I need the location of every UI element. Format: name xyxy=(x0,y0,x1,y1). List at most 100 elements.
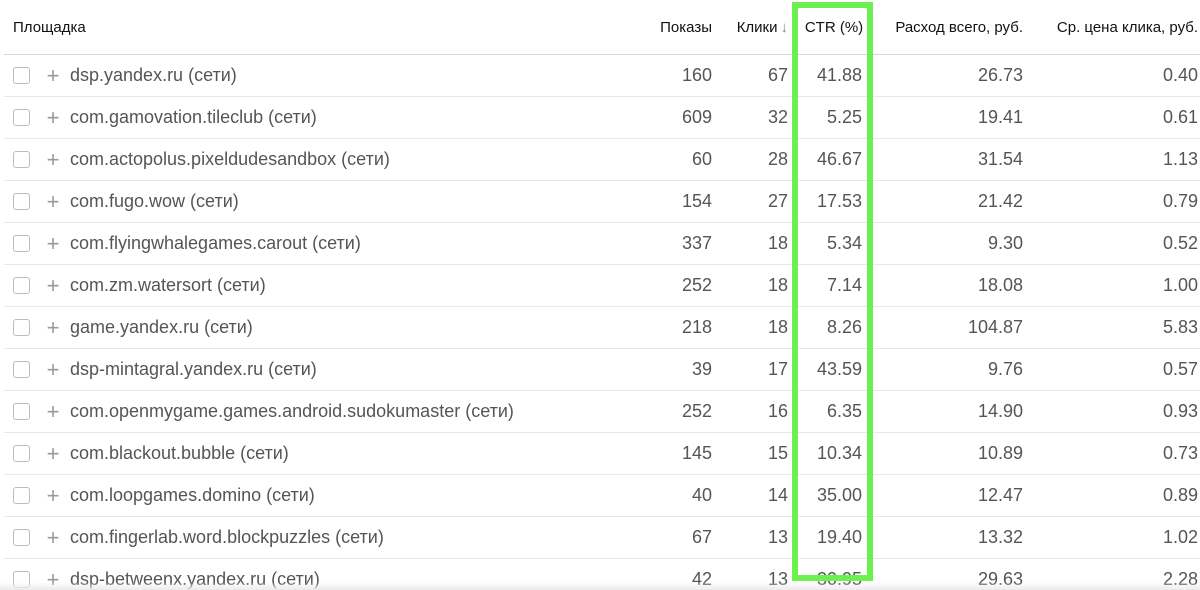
table-row[interactable]: + dsp.yandex.ru (сети) 160 67 41.88 26.73 0.40 xyxy=(4,54,1200,97)
plus-icon[interactable]: + xyxy=(46,440,60,466)
platform-name: com.flyingwhalegames.carout (сети) xyxy=(70,233,361,254)
cost-cell: 13.32 xyxy=(874,516,1029,559)
table-row[interactable]: + com.loopgames.domino (сети) 40 14 35.00 12.… xyxy=(4,474,1200,517)
ctr-cell: 41.88 xyxy=(794,54,874,97)
column-header-avg-cpc-label: Ср. цена клика, руб. xyxy=(1056,18,1198,36)
table-row[interactable]: + game.yandex.ru (сети) 218 18 8.26 104.87 5.8… xyxy=(4,306,1200,349)
table-row[interactable]: + dsp-betweenx.yandex.ru (сети) 42 13 30.95 2… xyxy=(4,558,1200,590)
column-header-shows-label: Показы xyxy=(660,18,712,36)
ctr-cell: 46.67 xyxy=(794,138,874,181)
table-row[interactable]: + com.actopolus.pixeldudesandbox (сети) 60… xyxy=(4,138,1200,181)
platform-name: com.zm.watersort (сети) xyxy=(70,275,266,296)
row-checkbox[interactable] xyxy=(13,571,30,589)
plus-icon[interactable]: + xyxy=(46,272,60,298)
table-row[interactable]: + dsp-mintagral.yandex.ru (сети) 39 17 43.59… xyxy=(4,348,1200,391)
shows-cell: 154 xyxy=(634,180,718,223)
plus-icon[interactable]: + xyxy=(46,356,60,382)
column-header-platform-label: Площадка xyxy=(13,18,86,36)
table-row[interactable]: + com.flyingwhalegames.carout (сети) 337 18… xyxy=(4,222,1200,265)
platform-cell: + dsp.yandex.ru (сети) xyxy=(4,54,634,97)
table-row[interactable]: + com.blackout.bubble (сети) 145 15 10.34 10.… xyxy=(4,432,1200,475)
column-header-cost[interactable]: Расход всего, руб. xyxy=(874,0,1029,55)
plus-icon[interactable]: + xyxy=(46,314,60,340)
plus-icon[interactable]: + xyxy=(46,146,60,172)
ctr-cell: 7.14 xyxy=(794,264,874,307)
platform-cell: + com.fugo.wow (сети) xyxy=(4,180,634,223)
table-row[interactable]: + com.zm.watersort (сети) 252 18 7.14 18.08 1.… xyxy=(4,264,1200,307)
column-header-ctr-label: CTR (%) xyxy=(804,18,864,36)
avg-cpc-cell: 0.89 xyxy=(1029,474,1200,517)
row-checkbox[interactable] xyxy=(13,151,30,169)
column-header-platform[interactable]: Площадка xyxy=(4,0,634,55)
cost-cell: 10.89 xyxy=(874,432,1029,475)
platform-name: com.fugo.wow (сети) xyxy=(70,191,239,212)
platforms-table: Площадка Показы Клики ↓ CTR (%) Расход вс… xyxy=(4,0,1200,590)
row-checkbox[interactable] xyxy=(13,403,30,421)
platform-cell: + dsp-betweenx.yandex.ru (сети) xyxy=(4,558,634,590)
cost-cell: 19.41 xyxy=(874,96,1029,139)
plus-icon[interactable]: + xyxy=(46,104,60,130)
column-header-clicks[interactable]: Клики ↓ xyxy=(718,0,794,55)
cost-cell: 31.54 xyxy=(874,138,1029,181)
column-header-shows[interactable]: Показы xyxy=(634,0,718,55)
plus-icon[interactable]: + xyxy=(46,230,60,256)
table-row[interactable]: + com.gamovation.tileclub (сети) 609 32 5.25… xyxy=(4,96,1200,139)
ctr-cell: 30.95 xyxy=(794,558,874,590)
avg-cpc-cell: 2.28 xyxy=(1029,558,1200,590)
plus-icon[interactable]: + xyxy=(46,566,60,590)
platform-name: com.fingerlab.word.blockpuzzles (сети) xyxy=(70,527,384,548)
platform-cell: + com.zm.watersort (сети) xyxy=(4,264,634,307)
avg-cpc-cell: 0.57 xyxy=(1029,348,1200,391)
platform-name: dsp-betweenx.yandex.ru (сети) xyxy=(70,569,320,590)
shows-cell: 145 xyxy=(634,432,718,475)
shows-cell: 252 xyxy=(634,264,718,307)
cost-cell: 104.87 xyxy=(874,306,1029,349)
table-row[interactable]: + com.openmygame.games.android.sudokumast… xyxy=(4,390,1200,433)
row-checkbox[interactable] xyxy=(13,529,30,547)
table-row[interactable]: + com.fingerlab.word.blockpuzzles (сети) 6… xyxy=(4,516,1200,559)
platform-name: com.gamovation.tileclub (сети) xyxy=(70,107,317,128)
avg-cpc-cell: 0.40 xyxy=(1029,54,1200,97)
plus-icon[interactable]: + xyxy=(46,398,60,424)
row-checkbox[interactable] xyxy=(13,109,30,127)
row-checkbox[interactable] xyxy=(13,235,30,253)
column-header-clicks-label: Клики xyxy=(736,18,778,36)
platform-name: com.actopolus.pixeldudesandbox (сети) xyxy=(70,149,390,170)
column-header-ctr[interactable]: CTR (%) xyxy=(794,0,874,55)
ctr-cell: 8.26 xyxy=(794,306,874,349)
plus-icon[interactable]: + xyxy=(46,524,60,550)
row-checkbox[interactable] xyxy=(13,193,30,211)
row-checkbox[interactable] xyxy=(13,67,30,85)
table-row[interactable]: + com.fugo.wow (сети) 154 27 17.53 21.42 0.79 xyxy=(4,180,1200,223)
platform-cell: + com.loopgames.domino (сети) xyxy=(4,474,634,517)
shows-cell: 40 xyxy=(634,474,718,517)
clicks-cell: 13 xyxy=(718,516,794,559)
platform-name: com.blackout.bubble (сети) xyxy=(70,443,289,464)
cost-cell: 18.08 xyxy=(874,264,1029,307)
plus-icon[interactable]: + xyxy=(46,62,60,88)
shows-cell: 160 xyxy=(634,54,718,97)
shows-cell: 67 xyxy=(634,516,718,559)
column-header-avg-cpc[interactable]: Ср. цена клика, руб. xyxy=(1029,0,1200,55)
row-checkbox[interactable] xyxy=(13,319,30,337)
avg-cpc-cell: 1.13 xyxy=(1029,138,1200,181)
row-checkbox[interactable] xyxy=(13,487,30,505)
shows-cell: 609 xyxy=(634,96,718,139)
clicks-cell: 67 xyxy=(718,54,794,97)
platform-cell: + com.flyingwhalegames.carout (сети) xyxy=(4,222,634,265)
ctr-cell: 5.25 xyxy=(794,96,874,139)
table-header-row: Площадка Показы Клики ↓ CTR (%) Расход вс… xyxy=(4,0,1200,55)
row-checkbox[interactable] xyxy=(13,277,30,295)
plus-icon[interactable]: + xyxy=(46,482,60,508)
plus-icon[interactable]: + xyxy=(46,188,60,214)
shows-cell: 252 xyxy=(634,390,718,433)
platform-cell: + com.fingerlab.word.blockpuzzles (сети) xyxy=(4,516,634,559)
platform-name: game.yandex.ru (сети) xyxy=(70,317,253,338)
clicks-cell: 28 xyxy=(718,138,794,181)
avg-cpc-cell: 0.73 xyxy=(1029,432,1200,475)
ctr-cell: 43.59 xyxy=(794,348,874,391)
row-checkbox[interactable] xyxy=(13,361,30,379)
shows-cell: 218 xyxy=(634,306,718,349)
row-checkbox[interactable] xyxy=(13,445,30,463)
